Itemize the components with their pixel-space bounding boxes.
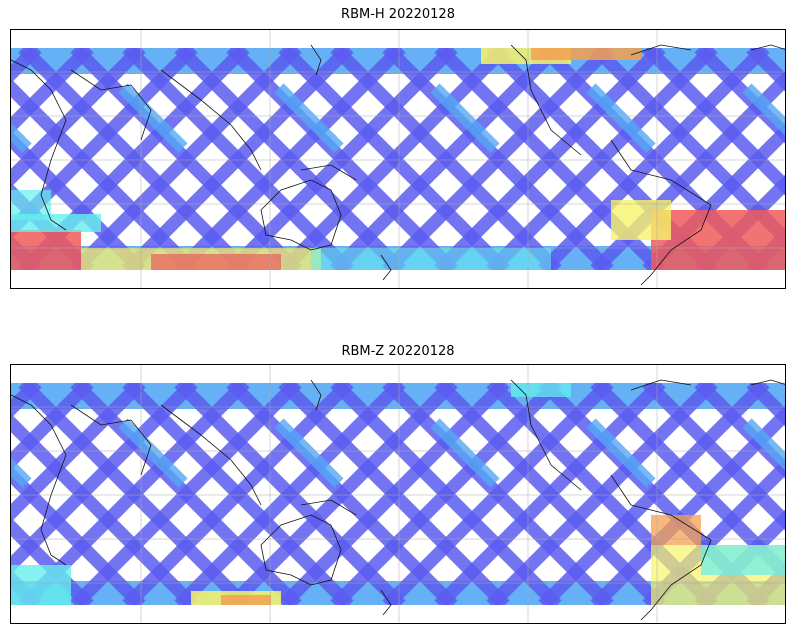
coastlines — [11, 379, 785, 621]
panel-title-rbm-z: RBM-Z 20220128 — [341, 344, 455, 359]
map-panel-rbm-h — [10, 29, 786, 289]
graticule — [11, 365, 785, 623]
high-value-regions — [11, 383, 785, 605]
graticule — [11, 30, 785, 288]
high-value-regions — [11, 48, 785, 270]
map-canvas-rbm-h — [11, 30, 785, 288]
swath-layer — [11, 378, 785, 610]
map-panel-rbm-z — [10, 364, 786, 624]
coastlines — [11, 44, 785, 286]
map-canvas-rbm-z — [11, 365, 785, 623]
panel-title-rbm-h: RBM-H 20220128 — [341, 7, 455, 22]
